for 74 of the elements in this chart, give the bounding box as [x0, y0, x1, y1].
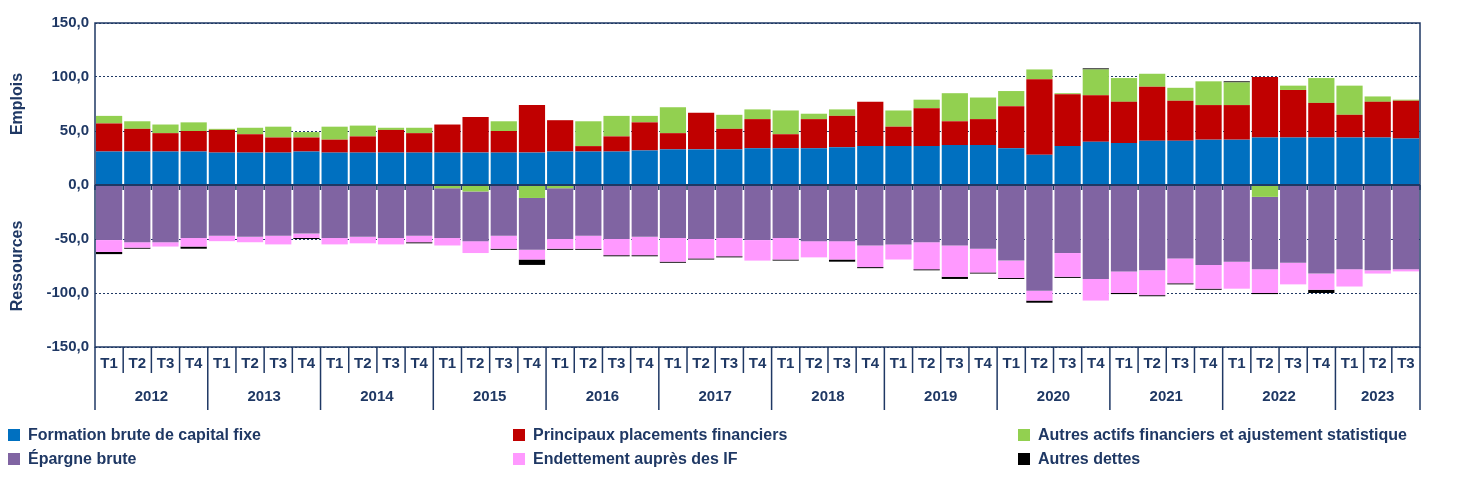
x-tick-label: T2 — [466, 354, 485, 372]
y-tick-label: 0,0 — [68, 175, 89, 193]
x-tick-label: T4 — [1199, 354, 1218, 372]
x-tick-label: T2 — [128, 354, 147, 372]
text: 2018 — [811, 387, 845, 405]
y-tick-label: -100,0 — [46, 283, 89, 301]
text: 2022 — [1262, 387, 1296, 405]
text: 2016 — [585, 387, 620, 405]
x-tick-label: T3 — [946, 354, 964, 372]
x-tick-label: T2 — [692, 354, 710, 372]
x-tick-label: T4 — [297, 354, 316, 372]
x-tick-label: T2 — [805, 354, 823, 372]
x-tick-label: T2 — [917, 354, 936, 372]
x-tick-label: T4 — [410, 354, 429, 372]
x-tick-label: T1 — [325, 354, 344, 372]
x-tick-label: T1 — [889, 354, 908, 372]
x-tick-label: T1 — [100, 354, 118, 372]
y-tick-label: 50,0 — [59, 121, 89, 139]
x-tick-label: T1 — [1228, 354, 1246, 372]
x-tick-label: T1 — [1002, 354, 1020, 372]
x-tick-label: T4 — [974, 354, 993, 372]
y-tick-label: -150,0 — [46, 337, 89, 355]
text: 2015 — [472, 387, 507, 405]
x-tick-label: T3 — [156, 354, 175, 372]
x-tick-label: T2 — [579, 354, 598, 372]
x-tick-label: T1 — [1115, 354, 1133, 372]
text: 2023 — [1361, 387, 1395, 405]
legend-label: Endettement auprès des IF — [533, 450, 738, 468]
x-tick-label: T2 — [354, 354, 372, 372]
legend-label: Formation brute de capital fixe — [28, 426, 261, 444]
x-tick-label: T4 — [861, 354, 880, 372]
legend-label: Épargne brute — [28, 450, 137, 468]
y-tick-label: 100,0 — [51, 67, 89, 85]
x-tick-label: T2 — [1368, 354, 1387, 372]
x-tick-label: T3 — [607, 354, 626, 372]
text: 2017 — [698, 387, 732, 405]
x-tick-label: T3 — [495, 354, 513, 372]
x-tick-label: T3 — [1397, 354, 1415, 372]
legend-label: Autres actifs financiers et ajustement statistique — [1038, 426, 1407, 444]
text: 2013 — [247, 387, 281, 405]
x-tick-label: T3 — [720, 354, 739, 372]
text: Ressources — [8, 220, 26, 312]
y-tick-label: 150,0 — [51, 13, 89, 31]
text: 2021 — [1149, 387, 1183, 405]
x-tick-label: T1 — [213, 354, 231, 372]
text: 2019 — [924, 387, 958, 405]
x-tick-label: T3 — [1171, 354, 1190, 372]
legend-label: Autres dettes — [1038, 450, 1141, 468]
y-tick-label: -50,0 — [54, 229, 89, 247]
x-tick-label: T3 — [269, 354, 287, 372]
x-tick-label: T2 — [241, 354, 259, 372]
x-tick-label: T3 — [833, 354, 851, 372]
legend-label: Principaux placements financiers — [533, 426, 788, 444]
x-tick-label: T4 — [523, 354, 542, 372]
text: 2014 — [360, 387, 395, 405]
text: 2020 — [1036, 387, 1071, 405]
x-tick-label: T4 — [1312, 354, 1331, 372]
text: 2012 — [134, 387, 169, 405]
x-tick-label: T2 — [1030, 354, 1049, 372]
x-tick-label: T1 — [438, 354, 457, 372]
x-tick-label: T4 — [748, 354, 767, 372]
x-tick-label: T3 — [1058, 354, 1077, 372]
y-axis-title: Emplois — [8, 72, 26, 136]
x-tick-label: T4 — [1087, 354, 1106, 372]
x-tick-label: T4 — [184, 354, 204, 372]
x-tick-label: T2 — [1143, 354, 1161, 372]
x-tick-label: T1 — [776, 354, 795, 372]
x-tick-label: T1 — [664, 354, 682, 372]
x-tick-label: T4 — [635, 354, 655, 372]
x-tick-label: T1 — [1340, 354, 1359, 372]
x-tick-label: T3 — [382, 354, 400, 372]
x-tick-label: T3 — [1284, 354, 1302, 372]
x-tick-label: T2 — [1256, 354, 1274, 372]
x-tick-label: T1 — [551, 354, 569, 372]
